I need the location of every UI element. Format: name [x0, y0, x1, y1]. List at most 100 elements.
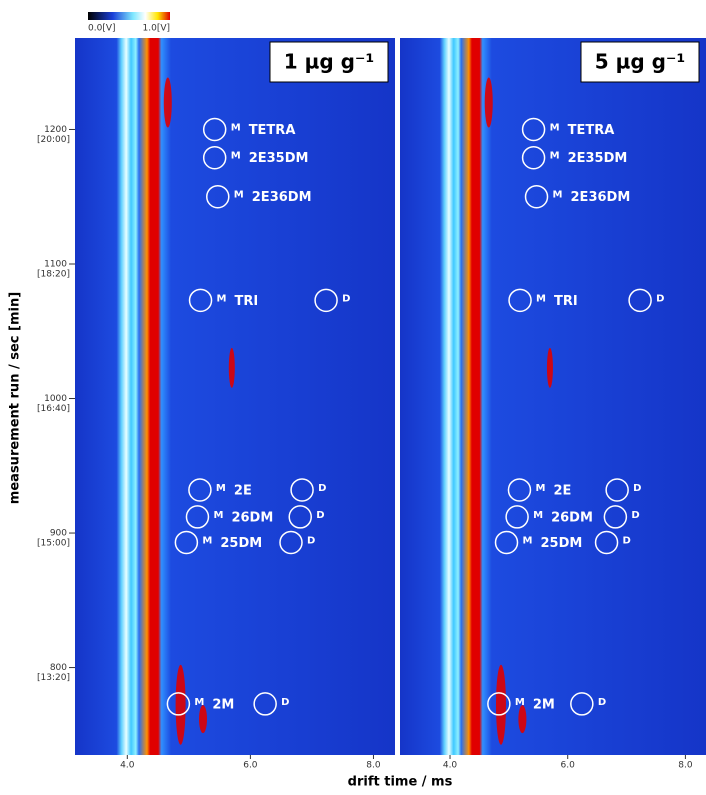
dimer-marker — [594, 530, 619, 555]
compound-label: 2E — [234, 483, 252, 498]
dimer-label: D — [307, 535, 315, 546]
colorbar-label: 0.0[V] — [88, 24, 116, 34]
dimer-marker — [605, 478, 629, 502]
dimer-marker — [253, 692, 277, 716]
monomer-marker — [507, 478, 532, 502]
compound-label: TETRA — [568, 123, 615, 138]
x-tick-label: 4.0 — [120, 761, 135, 771]
monomer-marker — [174, 530, 199, 555]
monomer-label: M — [234, 190, 244, 201]
monomer-label: M — [194, 697, 204, 708]
monomer-label: M — [213, 510, 223, 521]
x-tick-label: 6.0 — [243, 761, 258, 771]
dimer-marker — [603, 505, 628, 529]
dimer-label: D — [633, 483, 641, 494]
compound-label: 2M — [212, 697, 234, 712]
monomer-label: M — [553, 190, 563, 201]
monomer-label: M — [515, 697, 525, 708]
panel-title: 1 µg g⁻¹ — [284, 50, 375, 74]
compound-label: 2E — [553, 483, 571, 498]
compound-label: 2E36DM — [571, 190, 631, 205]
dimer-marker — [290, 478, 314, 502]
monomer-label: M — [231, 151, 241, 162]
compound-label: 26DM — [551, 510, 593, 525]
monomer-marker — [508, 288, 532, 313]
y-tick-label: 1200 — [44, 125, 67, 135]
dimer-marker — [288, 505, 312, 529]
monomer-label: M — [550, 151, 560, 162]
dimer-marker — [628, 288, 652, 313]
monomer-label: M — [231, 122, 241, 133]
monomer-marker — [206, 184, 230, 209]
y-tick-label: 1100 — [44, 259, 67, 269]
x-tick-label: 8.0 — [366, 761, 381, 771]
x-axis-label: drift time / ms — [348, 775, 453, 790]
heatmap-panel — [400, 38, 706, 755]
dimer-label: D — [281, 697, 289, 708]
peak-spot — [163, 77, 172, 128]
panel-title: 5 µg g⁻¹ — [595, 50, 686, 74]
peak-spot — [546, 347, 553, 388]
monomer-label: M — [550, 122, 560, 133]
monomer-marker — [166, 692, 191, 716]
y-tick-sublabel: [18:20] — [37, 269, 70, 279]
monomer-marker — [202, 117, 227, 142]
compound-label: TRI — [554, 294, 578, 309]
compound-label: 25DM — [541, 536, 583, 551]
monomer-label: M — [216, 483, 226, 494]
monomer-marker — [521, 145, 546, 170]
y-tick-sublabel: [15:00] — [37, 539, 70, 549]
compound-label: 25DM — [220, 536, 262, 551]
monomer-label: M — [202, 535, 212, 546]
monomer-marker — [188, 478, 212, 502]
y-axis-label: measurement run / sec [min] — [8, 292, 23, 504]
dimer-marker — [570, 692, 594, 716]
dimer-label: D — [623, 535, 631, 546]
y-tick-label: 800 — [50, 663, 67, 673]
monomer-marker — [202, 145, 227, 170]
monomer-marker — [524, 184, 549, 209]
monomer-label: M — [217, 293, 227, 304]
monomer-marker — [487, 692, 511, 716]
y-tick-label: 1000 — [44, 394, 67, 404]
compound-label: 26DM — [231, 510, 273, 525]
y-tick-sublabel: [16:40] — [37, 404, 70, 414]
colorbar-label: 1.0[V] — [143, 24, 171, 34]
compound-label: TETRA — [249, 123, 296, 138]
heatmap-panel — [75, 38, 395, 755]
y-tick-sublabel: [13:20] — [37, 673, 70, 683]
peak-spot — [518, 705, 527, 734]
monomer-label: M — [533, 510, 543, 521]
monomer-label: M — [523, 535, 533, 546]
monomer-label: M — [536, 293, 546, 304]
dimer-label: D — [656, 293, 664, 304]
peak-spot — [175, 664, 186, 745]
dimer-marker — [314, 288, 338, 313]
dimer-label: D — [316, 510, 324, 521]
dimer-marker — [279, 530, 303, 555]
dimer-label: D — [631, 510, 639, 521]
compound-label: 2M — [533, 697, 555, 712]
monomer-marker — [494, 530, 519, 555]
dimer-label: D — [318, 483, 326, 494]
compound-label: TRI — [235, 294, 259, 309]
compound-label: 2E35DM — [568, 151, 628, 166]
monomer-marker — [505, 505, 529, 529]
y-tick-sublabel: [20:00] — [37, 135, 70, 145]
x-tick-label: 8.0 — [678, 761, 693, 771]
compound-label: 2E35DM — [249, 151, 309, 166]
peak-spot — [495, 664, 506, 745]
peak-spot — [199, 705, 207, 734]
monomer-marker — [188, 288, 213, 313]
dimer-label: D — [342, 293, 350, 304]
compound-label: 2E36DM — [252, 190, 312, 205]
x-tick-label: 6.0 — [561, 761, 576, 771]
monomer-marker — [521, 117, 546, 142]
x-tick-label: 4.0 — [443, 761, 458, 771]
panel-title-box — [580, 41, 700, 83]
monomer-marker — [185, 505, 210, 529]
dimer-label: D — [598, 697, 606, 708]
peak-spot — [484, 77, 493, 128]
y-tick-label: 900 — [50, 529, 67, 539]
